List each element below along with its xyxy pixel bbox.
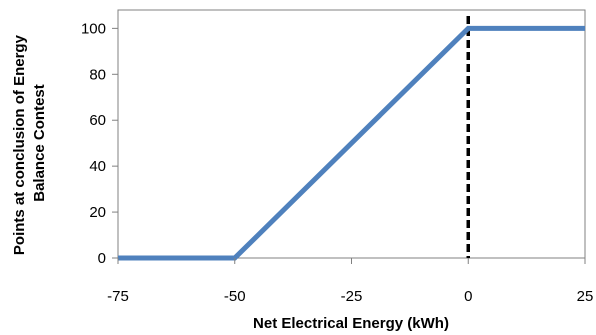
x-tick-label: -50 [224, 288, 246, 305]
x-axis-title: Net Electrical Energy (kWh) [253, 315, 449, 332]
y-tick-label: 100 [81, 20, 106, 37]
x-tick-label: 25 [577, 288, 594, 305]
y-axis-title: Points at conclusion of Energy Balance C… [11, 31, 48, 255]
x-axis-ticks: -75 -50 -25 0 25 [107, 258, 593, 305]
y-tick-label: 20 [89, 204, 106, 221]
y-tick-label: 0 [98, 250, 106, 267]
x-tick-label: 0 [464, 288, 472, 305]
y-axis-ticks: 0 20 40 60 80 100 [81, 20, 118, 267]
x-tick-label: -75 [107, 288, 129, 305]
plot-area [117, 9, 586, 259]
y-axis-title-line-1: Points at conclusion of Energy [11, 34, 28, 255]
y-axis-title-line-2: Balance Contest [31, 84, 48, 202]
y-tick-label: 80 [89, 66, 106, 83]
series-line-0 [118, 25, 585, 261]
series-layer [117, 25, 586, 261]
y-tick-label: 40 [89, 158, 106, 175]
plot-border [117, 9, 586, 259]
y-tick-label: 60 [89, 112, 106, 129]
x-tick-label: -25 [341, 288, 363, 305]
